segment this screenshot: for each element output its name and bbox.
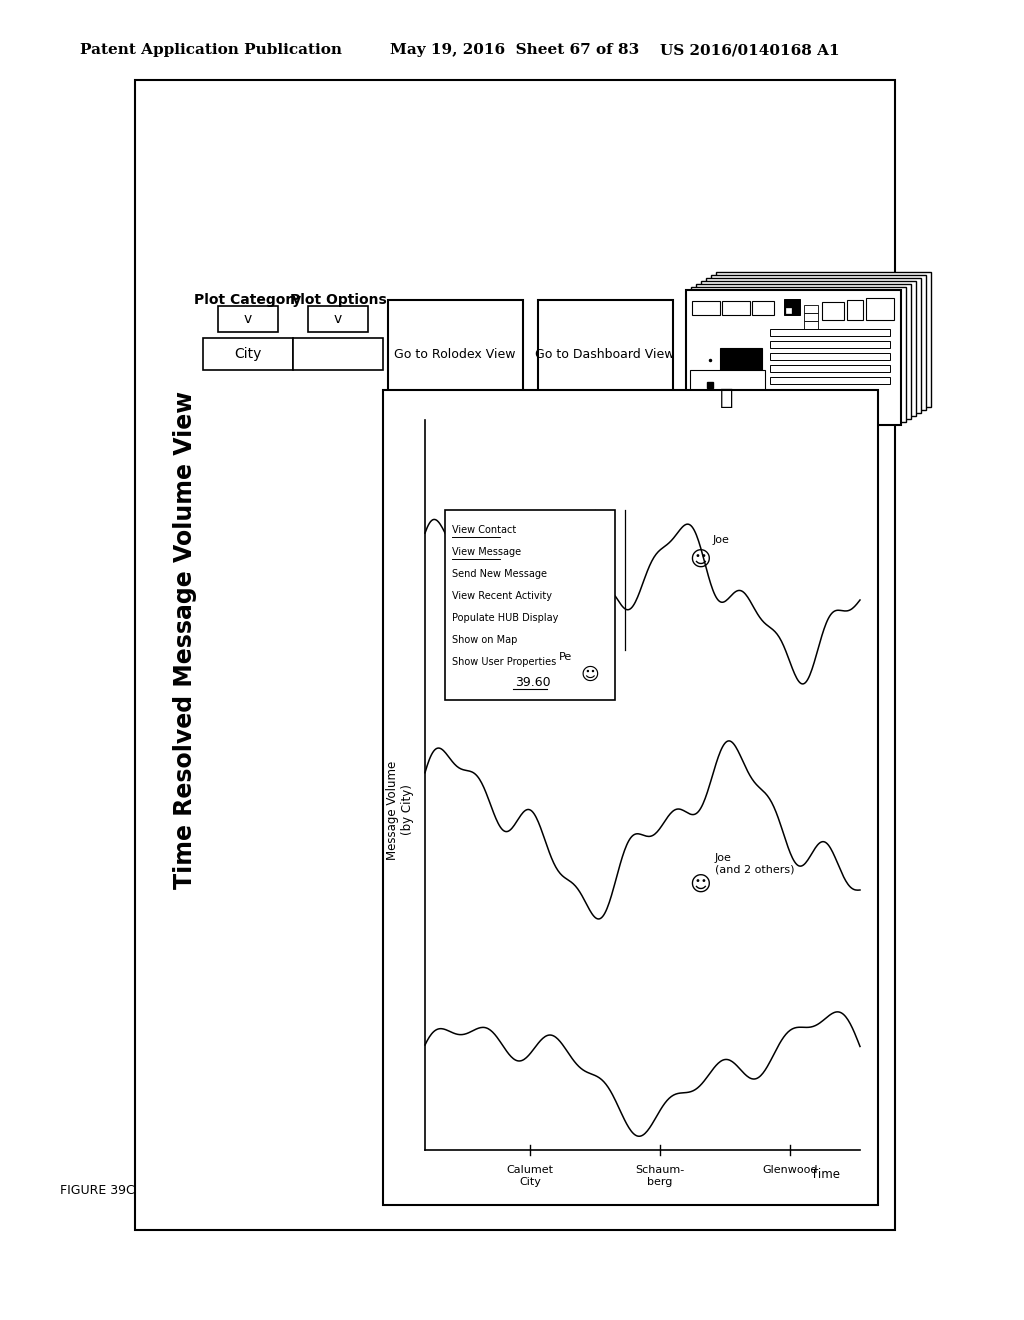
Bar	[293, 338, 383, 370]
Text: v: v	[244, 312, 252, 326]
Bar	[691, 286, 906, 422]
Text: 👤: 👤	[720, 388, 733, 408]
Bar	[770, 378, 890, 384]
Text: Time Resolved Message Volume View: Time Resolved Message Volume View	[173, 391, 197, 890]
Text: Populate HUB Display: Populate HUB Display	[452, 612, 558, 623]
Text: Joe: Joe	[713, 535, 730, 545]
Text: Plot Options: Plot Options	[290, 293, 386, 308]
Bar	[720, 348, 762, 380]
Bar	[786, 308, 791, 313]
Bar	[538, 300, 673, 411]
Bar	[135, 81, 895, 1230]
Bar	[445, 510, 615, 700]
Text: View Message: View Message	[452, 546, 521, 557]
Text: Joe
(and 2 others): Joe (and 2 others)	[715, 854, 795, 875]
Text: Schaum-
berg: Schaum- berg	[635, 1166, 685, 1187]
Text: Time: Time	[811, 1168, 840, 1181]
Text: Calumet
City: Calumet City	[507, 1166, 554, 1187]
Text: View Contact: View Contact	[452, 525, 516, 535]
Bar	[203, 338, 293, 370]
Bar	[383, 389, 878, 1205]
Bar	[690, 370, 765, 425]
Bar	[822, 302, 844, 319]
Text: Pe: Pe	[559, 652, 572, 663]
Text: Show on Map: Show on Map	[452, 635, 517, 645]
Bar	[308, 306, 368, 333]
Bar	[752, 301, 774, 315]
Bar	[692, 301, 720, 315]
Bar	[804, 321, 818, 329]
Text: May 19, 2016  Sheet 67 of 83: May 19, 2016 Sheet 67 of 83	[390, 44, 639, 57]
Bar	[770, 329, 890, 337]
Bar	[770, 352, 890, 360]
Bar	[770, 341, 890, 348]
Text: v: v	[334, 312, 342, 326]
Bar	[847, 300, 863, 319]
Bar	[701, 281, 916, 416]
Bar	[804, 305, 818, 313]
Text: City: City	[234, 347, 262, 360]
Text: Glenwood: Glenwood	[762, 1166, 818, 1175]
Bar	[218, 306, 278, 333]
Text: Patent Application Publication: Patent Application Publication	[80, 44, 342, 57]
Text: Message Volume
(by City): Message Volume (by City)	[386, 760, 414, 859]
Text: FIGURE 39C: FIGURE 39C	[60, 1184, 135, 1196]
Bar	[711, 275, 926, 411]
Text: Show User Properties: Show User Properties	[452, 657, 556, 667]
Bar	[716, 272, 931, 407]
Bar	[388, 300, 523, 411]
Text: View Recent Activity: View Recent Activity	[452, 591, 552, 601]
Text: 39.60: 39.60	[515, 676, 551, 689]
Bar	[770, 366, 890, 372]
Bar	[866, 298, 894, 319]
Bar	[696, 284, 911, 418]
Bar	[804, 313, 818, 321]
Bar	[706, 279, 921, 413]
Bar	[722, 301, 750, 315]
Text: Plot Category: Plot Category	[195, 293, 302, 308]
Bar	[686, 290, 901, 425]
Text: ☺: ☺	[581, 667, 599, 684]
Text: Go to Dashboard View: Go to Dashboard View	[536, 347, 675, 360]
Text: US 2016/0140168 A1: US 2016/0140168 A1	[660, 44, 840, 57]
Text: Send New Message: Send New Message	[452, 569, 547, 579]
Text: Go to Rolodex View: Go to Rolodex View	[394, 347, 516, 360]
Bar	[784, 300, 800, 315]
Text: ☺: ☺	[689, 875, 711, 895]
Text: ☺: ☺	[689, 550, 711, 570]
